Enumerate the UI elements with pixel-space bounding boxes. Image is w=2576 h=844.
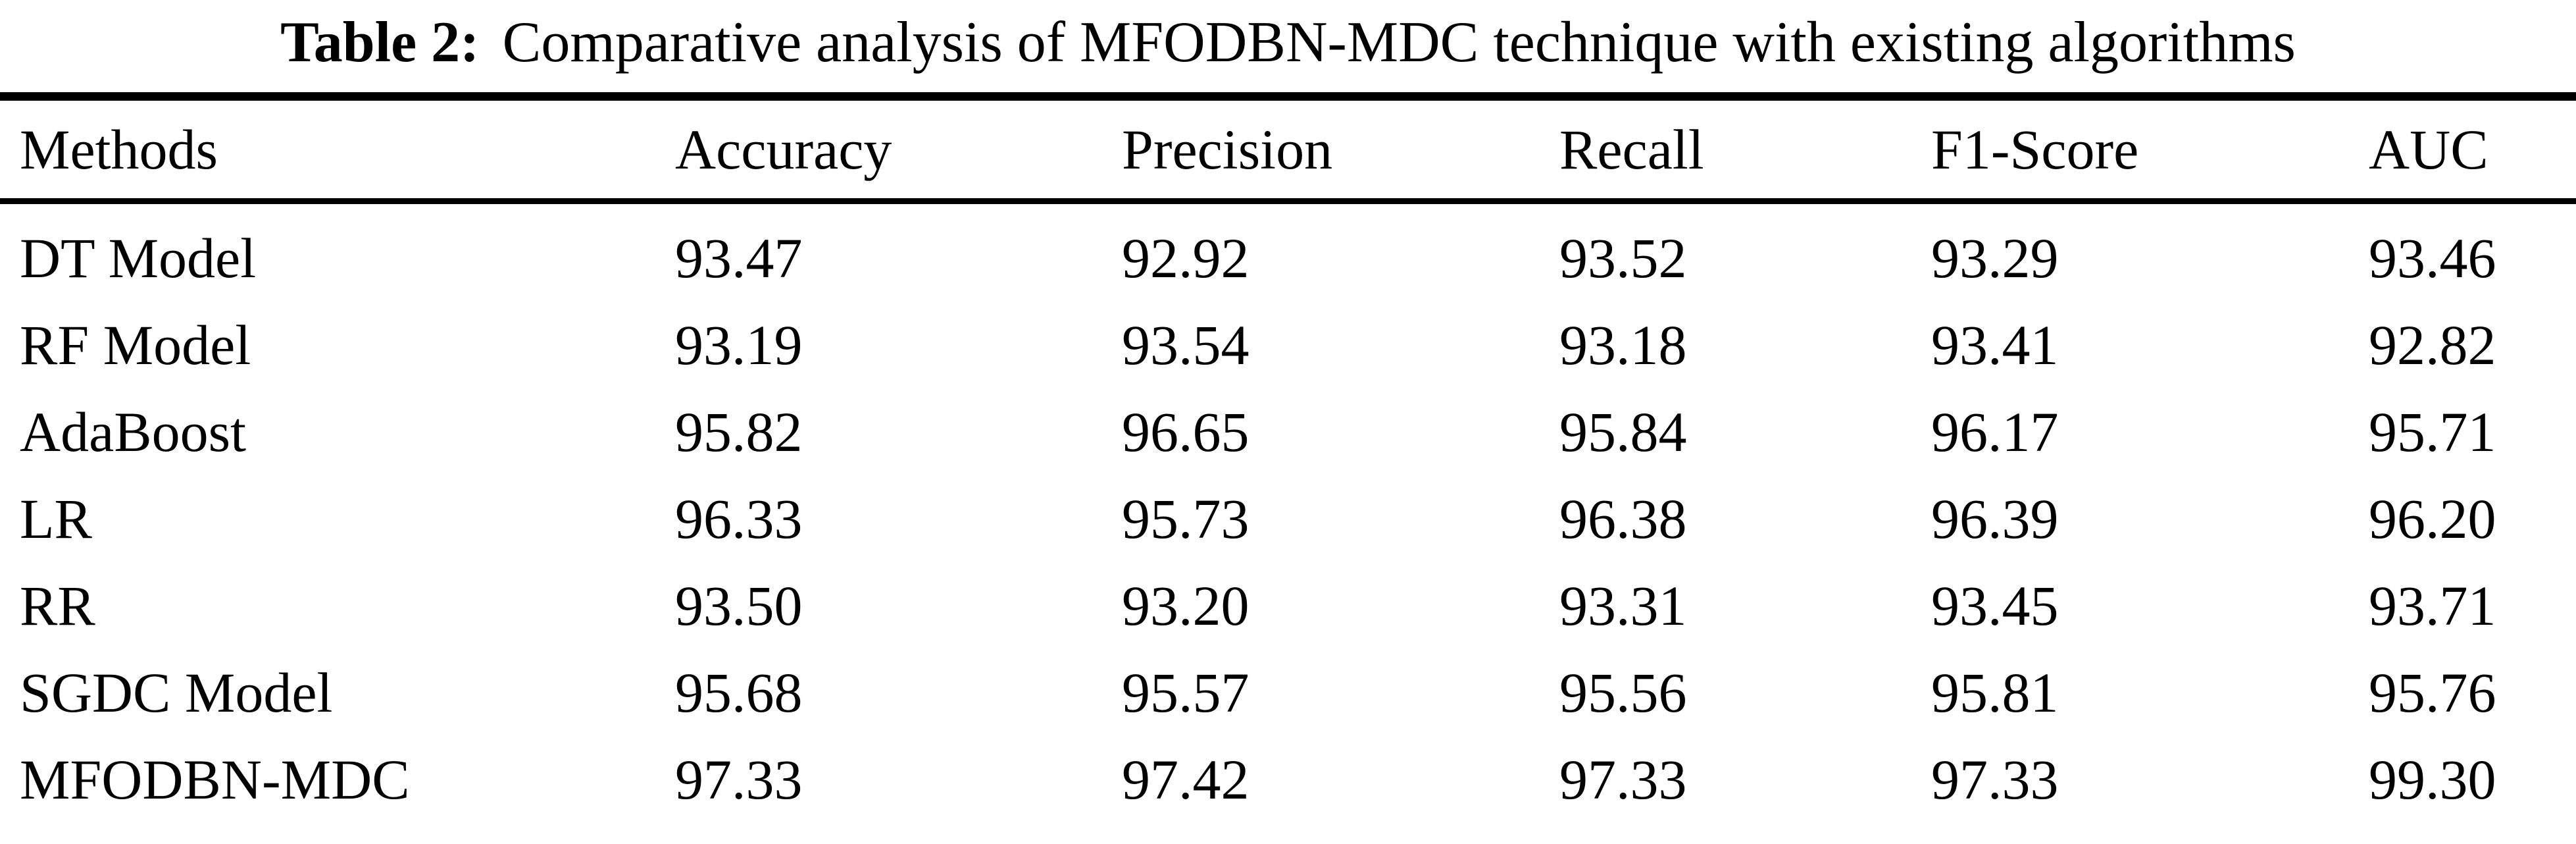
header-row: Methods Accuracy Precision Recall F1-Sco…: [0, 96, 2576, 204]
value-cell: 93.29: [1931, 226, 2059, 290]
value-cell: 93.41: [1931, 313, 2059, 377]
value-cell: 95.81: [1931, 661, 2059, 724]
method-cell: LR: [20, 487, 92, 550]
value-cell: 97.42: [1122, 748, 1250, 811]
value-cell: 95.84: [1559, 400, 1687, 463]
method-cell: AdaBoost: [20, 400, 246, 463]
method-cell: SGDC Model: [20, 661, 333, 724]
value-cell: 97.33: [1931, 748, 2059, 811]
table-caption-label: Table 2:: [280, 11, 480, 74]
value-cell: 95.76: [2369, 661, 2496, 724]
value-cell: 93.18: [1559, 313, 1687, 377]
value-cell: 93.54: [1122, 313, 1250, 377]
table-caption: Table 2: Comparative analysis of MFODBN-M…: [0, 0, 2576, 92]
value-cell: 96.39: [1931, 487, 2059, 550]
column-header-auc: AUC: [2369, 96, 2576, 204]
value-cell: 92.92: [1122, 226, 1250, 290]
column-header-f1-score: F1-Score: [1931, 96, 2369, 204]
value-cell: 93.20: [1122, 574, 1250, 637]
table-row: MFODBN-MDC 97.33 97.42 97.33 97.33 99.30: [0, 736, 2576, 844]
value-cell: 93.52: [1559, 226, 1687, 290]
value-cell: 93.71: [2369, 574, 2496, 637]
table-row: AdaBoost 95.82 96.65 95.84 96.17 95.71: [0, 388, 2576, 475]
table-row: RR 93.50 93.20 93.31 93.45 93.71: [0, 562, 2576, 649]
value-cell: 93.50: [675, 574, 803, 637]
value-cell: 95.68: [675, 661, 803, 724]
method-cell: RF Model: [20, 313, 251, 377]
comparison-table: Methods Accuracy Precision Recall F1-Sco…: [0, 92, 2576, 844]
method-cell: RR: [20, 574, 95, 637]
value-cell: 92.82: [2369, 313, 2496, 377]
column-header-precision: Precision: [1122, 96, 1559, 204]
value-cell: 95.57: [1122, 661, 1250, 724]
method-cell: DT Model: [20, 226, 257, 290]
method-cell: MFODBN-MDC: [20, 748, 410, 811]
table-row: SGDC Model 95.68 95.57 95.56 95.81 95.76: [0, 649, 2576, 736]
table-row: DT Model 93.47 92.92 93.52 93.29 93.46: [0, 201, 2576, 302]
value-cell: 93.47: [675, 226, 803, 290]
table-row: LR 96.33 95.73 96.38 96.39 96.20: [0, 475, 2576, 562]
value-cell: 93.46: [2369, 226, 2496, 290]
value-cell: 96.65: [1122, 400, 1250, 463]
value-cell: 95.56: [1559, 661, 1687, 724]
value-cell: 95.71: [2369, 400, 2496, 463]
column-header-recall: Recall: [1559, 96, 1931, 204]
value-cell: 96.33: [675, 487, 803, 550]
value-cell: 93.45: [1931, 574, 2059, 637]
value-cell: 96.38: [1559, 487, 1687, 550]
value-cell: 93.19: [675, 313, 803, 377]
value-cell: 95.82: [675, 400, 803, 463]
value-cell: 99.30: [2369, 748, 2496, 811]
value-cell: 95.73: [1122, 487, 1250, 550]
table-caption-text: Comparative analysis of MFODBN-MDC techn…: [502, 11, 2296, 74]
table-row: RF Model 93.19 93.54 93.18 93.41 92.82: [0, 302, 2576, 388]
value-cell: 97.33: [1559, 748, 1687, 811]
value-cell: 96.20: [2369, 487, 2496, 550]
value-cell: 96.17: [1931, 400, 2059, 463]
column-header-methods: Methods: [0, 96, 675, 204]
column-header-accuracy: Accuracy: [675, 96, 1122, 204]
value-cell: 93.31: [1559, 574, 1687, 637]
value-cell: 97.33: [675, 748, 803, 811]
